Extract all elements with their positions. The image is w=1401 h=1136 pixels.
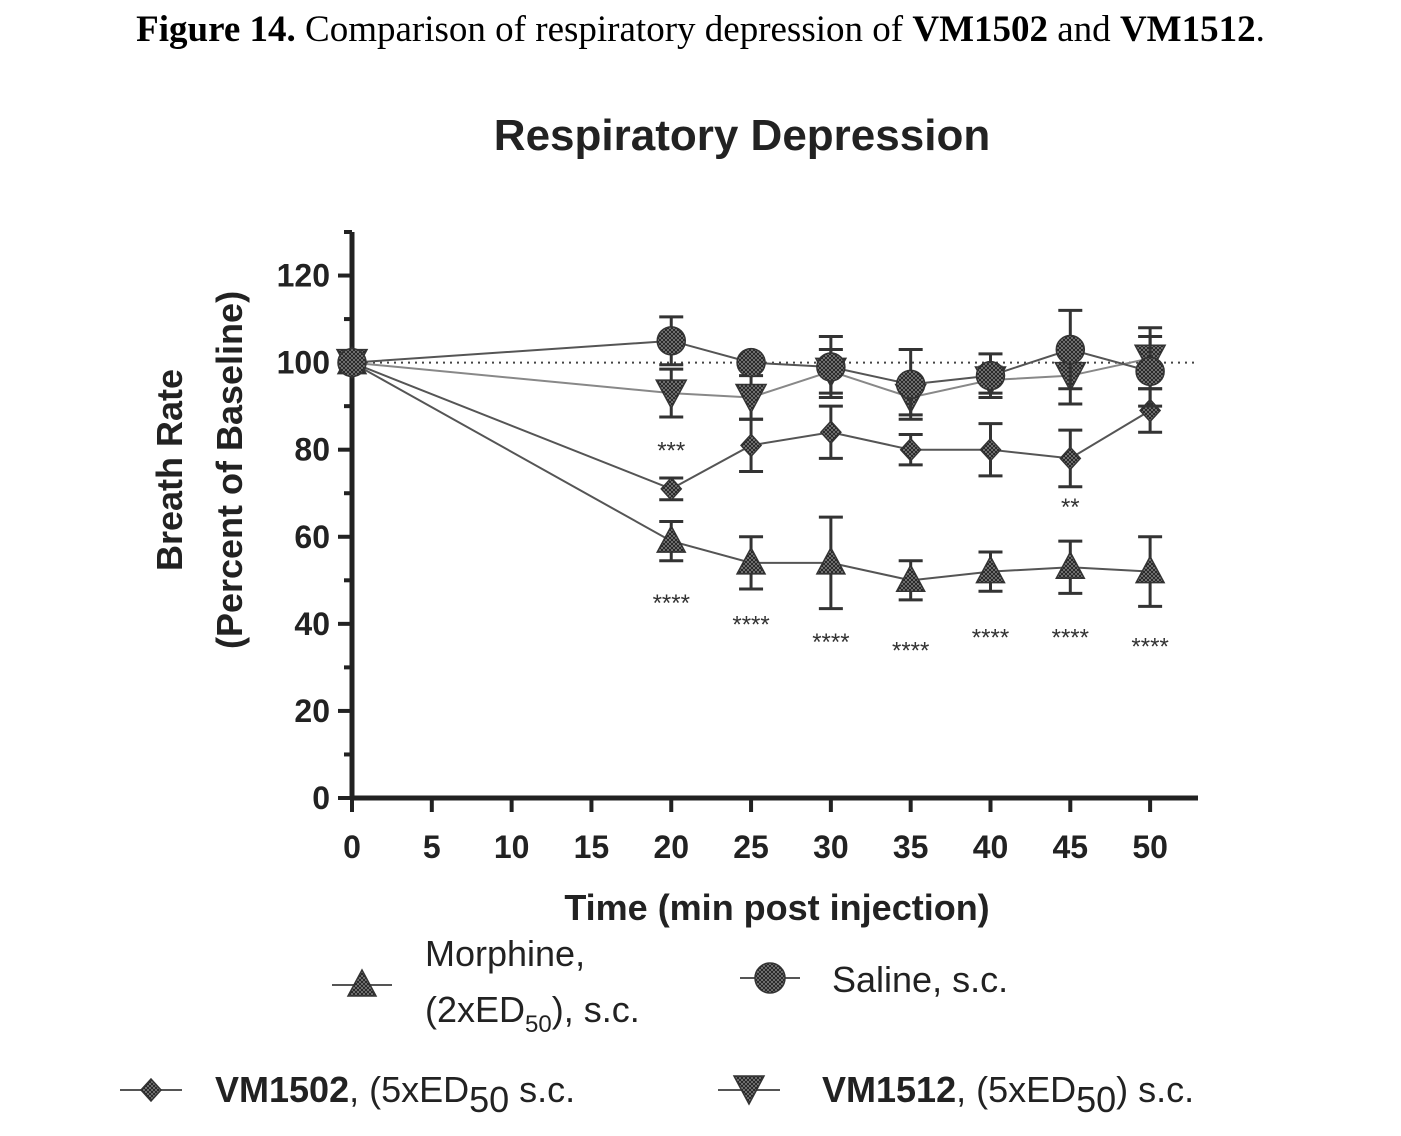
x-tick-label: 30 [813,829,849,865]
morphine-point [735,546,767,575]
x-tick-label: 20 [653,829,689,865]
legend-triangle-marker [346,968,378,997]
significance-annotation: **** [972,625,1009,652]
morphine-line [351,361,1151,582]
morphine-point [895,563,926,593]
series-vm1502 [340,350,1163,502]
y-tick-label: 0 [312,780,330,816]
x-tick-label: 0 [343,829,361,865]
y-axis-label-line2: (Percent of Baseline) [209,291,250,649]
y-tick-label: 20 [294,693,330,729]
vm1502-point [660,476,683,501]
saline-point [975,360,1006,391]
legend-triangle-down-marker [732,1075,766,1106]
legend-morphine-line2: (2xED50), s.c. [425,989,640,1038]
morphine-point [655,524,687,553]
y-axis-label: Breath Rate (Percent of Baseline) [149,291,250,649]
vm1502-point [1059,446,1082,471]
legend-item-vm1512: VM1512, (5xED50) s.c. [718,1069,1194,1120]
vm1512-point [654,379,688,410]
saline-point [656,326,686,356]
x-tick-label: 45 [1053,829,1089,865]
morphine-point [975,555,1006,584]
vm1502-point [819,420,842,445]
saline-point [1135,356,1165,387]
y-tick-label: 120 [277,258,330,294]
saline-point [895,369,926,400]
morphine-point [815,546,847,575]
significance-annotation: *** [657,437,685,464]
legend-saline-text: Saline, s.c. [832,959,1008,1000]
vm1512-point [734,383,768,415]
caption-label: Figure 14. [136,9,296,50]
x-tick-label: 10 [494,829,530,865]
saline-point [736,347,766,378]
legend-morphine-line1: Morphine, [425,933,585,974]
vm1502-point [899,437,922,462]
vm1502-point [979,437,1002,462]
vm1502-line [351,361,1151,490]
significance-annotation: **** [1131,633,1168,660]
axes: 0 20 40 60 80 100 120 0 5 10 15 20 25 30 35 40 45 50 [277,230,1198,865]
x-tick-label: 15 [574,829,610,865]
legend-diamond-marker [139,1077,163,1103]
significance-annotation: **** [812,629,849,656]
significance-annotation: **** [653,590,690,617]
y-tick-label: 40 [294,606,330,642]
legend-circle-marker [754,962,786,994]
caption-text-end: . [1255,9,1265,50]
legend-item-saline: Saline, s.c. [740,959,1008,1000]
series-layer [335,308,1167,611]
chart-title: Respiratory Depression [494,111,990,160]
saline-point [1055,334,1086,365]
saline-point [816,352,846,382]
x-tick-label: 5 [423,829,441,865]
x-tick-label: 40 [973,829,1009,865]
series-saline [337,308,1165,421]
x-tick-label: 50 [1132,829,1168,865]
caption-text-and: and [1048,9,1120,50]
x-tick-label: 25 [733,829,769,865]
vm1512-line [351,357,1151,399]
x-axis-label: Time (min post injection) [564,887,989,928]
y-tick-label: 80 [294,432,330,468]
legend-vm1502-text: VM1502, (5xED50 s.c. [215,1069,575,1120]
figure-caption: Figure 14. Comparison of respiratory dep… [0,8,1401,51]
significance-annotation: ** [1061,494,1080,521]
legend-vm1512-text: VM1512, (5xED50) s.c. [822,1069,1194,1120]
vm1502-point [740,433,763,458]
legend: Morphine, (2xED50), s.c. Saline, s.c. VM… [120,933,1194,1120]
significance-annotation: **** [1052,625,1089,652]
y-axis-label-line1: Breath Rate [149,369,190,571]
annotation-layer: ***************** **** **** **** **** [653,437,1169,664]
y-tick-label: 100 [277,345,330,381]
x-tick-label: 35 [893,829,929,865]
morphine-point [1134,555,1166,584]
legend-item-morphine: Morphine, (2xED50), s.c. [332,933,640,1038]
caption-drug-b: VM1512 [1119,9,1256,50]
saline-point [337,347,367,378]
caption-drug-a: VM1502 [912,9,1048,50]
legend-item-vm1502: VM1502, (5xED50 s.c. [120,1069,575,1120]
caption-text-before: Comparison of respiratory depression of [295,9,913,50]
significance-annotation: **** [892,638,929,665]
morphine-point [1055,550,1086,579]
significance-annotation: **** [732,612,769,639]
y-tick-label: 60 [294,519,330,555]
